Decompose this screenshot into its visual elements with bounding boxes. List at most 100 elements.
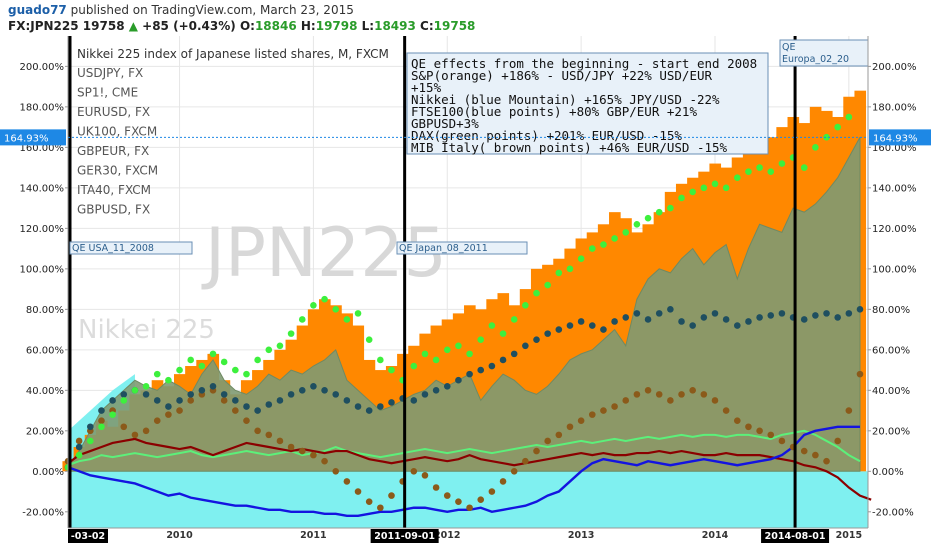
mib-point (533, 447, 540, 455)
y-tick-label: 160.00% (20, 143, 65, 154)
ftse-point (689, 322, 696, 329)
dax-point (142, 382, 150, 390)
legend-item[interactable]: GBPUSD, FX (77, 203, 150, 217)
dax-point (756, 164, 763, 171)
ftse-point (767, 312, 775, 319)
dax-point (98, 423, 105, 431)
last-price: 19758 (82, 19, 125, 33)
mib-point (388, 492, 395, 499)
mib-point (622, 397, 630, 404)
dax-point (165, 376, 172, 384)
mib-point (310, 451, 317, 459)
qe-label-box (396, 241, 528, 255)
annotation-line: GBPUSD+3% (411, 116, 479, 131)
dax-point (120, 397, 128, 404)
legend-item[interactable]: GBPEUR, FX (77, 144, 149, 158)
annotation-background (406, 52, 769, 155)
dax-point (689, 188, 696, 196)
dax-point (834, 123, 841, 131)
annotation-line: S&P(orange) +186% - USD/JPY +22% USD/EUR (411, 68, 712, 83)
qe-labels: QE USA_11_2008 QE Japan_08_2011 QEEuropa_0… (69, 39, 869, 255)
chart-svg[interactable]: JPN225 Nikkei 225 Nikkei 225 index of Ja… (0, 36, 932, 550)
high-value: 19798 (315, 19, 358, 33)
dax-point (198, 362, 206, 370)
dax-point (209, 350, 217, 358)
mib-point (432, 484, 440, 491)
legend-item[interactable]: EURUSD, FX (77, 105, 150, 119)
mib-point (823, 457, 830, 465)
chart-area[interactable]: JPN225 Nikkei 225 Nikkei 225 index of Ja… (0, 36, 932, 550)
symbol-label: FX:JPN225 (8, 19, 79, 33)
dax-point (421, 350, 429, 358)
dax-point (131, 387, 139, 394)
ftse-point (533, 336, 540, 344)
dax-point (187, 356, 195, 364)
legend-item[interactable]: GER30, FXCM (77, 164, 158, 178)
mib-point (767, 431, 775, 439)
mib-point (544, 437, 551, 445)
dax-point (499, 330, 507, 337)
mib-point (421, 472, 429, 479)
dax-point (778, 160, 786, 167)
sp500-bar (519, 289, 532, 472)
ftse-point (232, 397, 239, 404)
mib-point (443, 492, 451, 499)
mib-point (745, 423, 752, 431)
legend-item[interactable]: UK100, FXCM (77, 125, 157, 139)
price-tag-left (0, 129, 66, 146)
qe-label-text: QE (782, 42, 795, 53)
y-axis-left: 200.00% 180.00% 160.00% 140.00% 120.00% 100.0… (0, 36, 69, 528)
low-value: 18493 (374, 19, 416, 33)
mib-point (588, 411, 596, 418)
y-tick-label: 80.00% (26, 305, 64, 316)
date-label-box (68, 529, 108, 543)
price-tag-right (869, 129, 931, 146)
y-tick-label: -20.00% (22, 507, 64, 518)
date-label-box (370, 529, 439, 543)
ftse-point (555, 326, 563, 333)
publish-text: published on TradingView.com, March 23, … (70, 3, 354, 17)
author-link[interactable]: guado77 (8, 3, 67, 17)
mib-point (522, 457, 529, 465)
y-tick-label: 100.00% (20, 264, 65, 275)
y-tick-label: 0.00% (32, 467, 64, 478)
mib-point (276, 437, 284, 445)
y-tick-label: 200.00% (20, 62, 65, 73)
dax-point (298, 316, 306, 323)
legend-item[interactable]: USDJPY, FX (77, 66, 143, 80)
sp500-bar (475, 309, 487, 472)
ftse-point (276, 397, 284, 404)
dax-point (109, 411, 116, 418)
dax-point (75, 451, 83, 459)
dax-point (555, 269, 563, 277)
dax-point (365, 336, 373, 344)
mib-point (633, 391, 641, 398)
price-tag-right-text: 164.93% (873, 133, 918, 144)
ftse-point (577, 318, 585, 325)
mib-point (410, 468, 418, 475)
mib-point (577, 417, 585, 424)
ftse-point (254, 407, 261, 414)
mib-point (321, 457, 328, 465)
legend-item[interactable]: ITA40, FXCM (77, 183, 151, 197)
mib-point (566, 423, 574, 431)
sp500-bar (542, 264, 554, 472)
annotation-line: FTSE100(blue points) +80% GBP/EUR +21% (411, 104, 697, 119)
ftse-point (455, 376, 462, 384)
mib-point (834, 437, 841, 445)
mib-point (812, 451, 819, 459)
dax-point (410, 362, 418, 370)
ftse-point (611, 318, 618, 325)
ftse-point (109, 397, 116, 404)
legend-item[interactable]: SP1!, CME (77, 86, 138, 100)
dax-point (220, 358, 228, 366)
ftse-point (588, 322, 596, 329)
open-value: 18846 (254, 19, 297, 33)
mib-point (165, 411, 172, 418)
dax-point (722, 184, 730, 192)
mib-point (667, 397, 674, 404)
ftse-point (377, 403, 384, 410)
mib-point (845, 407, 853, 414)
mib-point (232, 407, 239, 414)
y-tick-label: 20.00% (872, 426, 910, 437)
